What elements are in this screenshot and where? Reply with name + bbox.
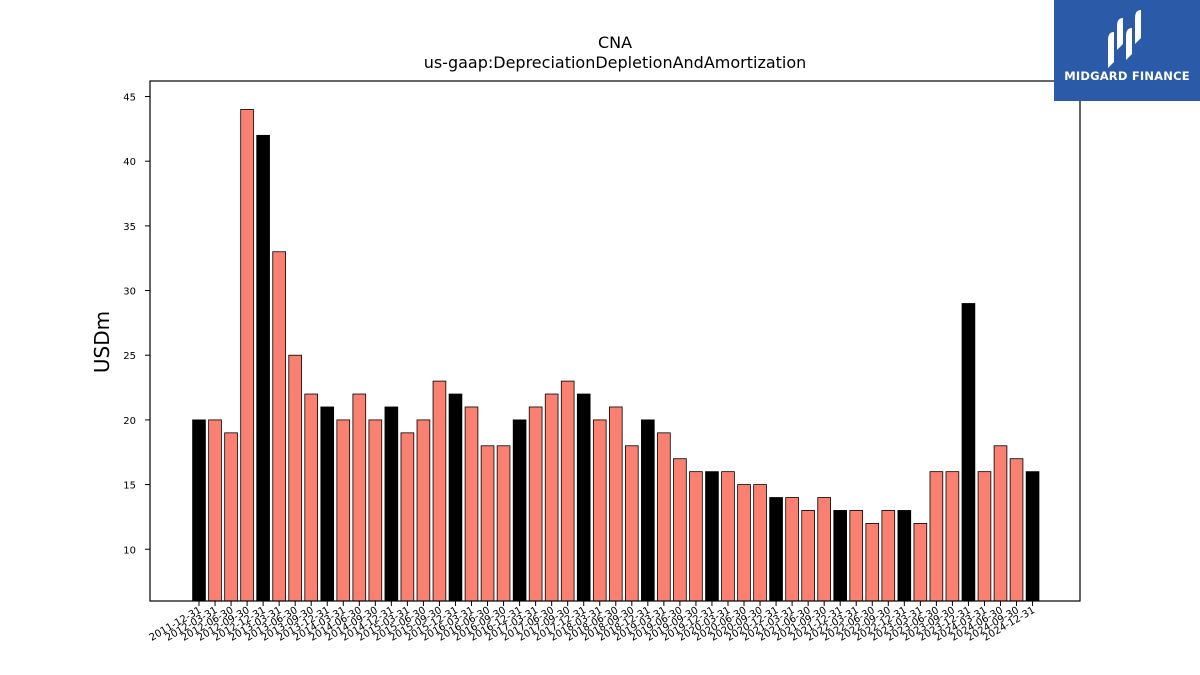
bar	[865, 522, 880, 602]
bar	[576, 393, 591, 602]
bar	[432, 380, 447, 602]
bar	[737, 484, 751, 602]
bar	[721, 471, 735, 602]
bar	[336, 419, 351, 602]
bar	[897, 510, 912, 602]
bar	[673, 458, 687, 602]
bar	[544, 393, 559, 602]
y-tick-label: 35	[123, 222, 136, 233]
bar	[945, 471, 960, 602]
bar	[753, 484, 767, 602]
bar	[657, 432, 671, 602]
brand-logo: MIDGARD FINANCE	[1054, 0, 1200, 101]
bar	[240, 109, 254, 602]
y-tick-label: 15	[123, 481, 136, 492]
bar	[256, 134, 270, 602]
bar	[785, 497, 799, 602]
bar	[368, 419, 383, 602]
bar	[560, 380, 575, 602]
midgard-logo-icon	[1108, 10, 1141, 68]
bar	[608, 406, 623, 602]
y-axis: 10 15 20 25 30 35 40 45	[123, 93, 150, 556]
y-tick-label: 30	[123, 287, 136, 298]
bar	[592, 419, 607, 602]
bar	[272, 251, 286, 602]
bar	[224, 432, 238, 602]
bar	[913, 522, 928, 602]
bars-group	[192, 109, 1040, 602]
y-tick-label: 20	[123, 416, 136, 427]
y-tick-label: 25	[123, 351, 136, 362]
bar	[400, 432, 415, 602]
logo-text: MIDGARD FINANCE	[1064, 69, 1190, 83]
bar	[464, 406, 479, 602]
bar	[320, 406, 335, 602]
bar	[496, 445, 511, 602]
bar	[769, 497, 783, 602]
y-axis-label: USDm	[90, 311, 114, 373]
bar	[705, 471, 719, 602]
bar	[1009, 458, 1024, 602]
bar	[993, 445, 1008, 602]
bar	[625, 445, 639, 602]
bar	[208, 419, 222, 602]
bar	[961, 303, 976, 602]
bar	[881, 510, 896, 602]
bar	[1025, 471, 1040, 602]
bar	[689, 471, 703, 602]
bar	[352, 393, 367, 602]
bar	[288, 354, 302, 602]
bar	[977, 471, 992, 602]
bar	[801, 510, 815, 602]
bar	[192, 419, 206, 602]
bar	[528, 406, 543, 602]
bar	[833, 510, 847, 602]
bar	[384, 406, 399, 602]
bar	[480, 445, 495, 602]
y-tick-label: 10	[123, 545, 136, 556]
chart-subtitle: us-gaap:DepreciationDepletionAndAmortiza…	[424, 53, 807, 72]
y-tick-label: 40	[123, 157, 136, 168]
bar	[849, 510, 864, 602]
x-axis: 2011-12-312012-03-312012-06-302012-09-30…	[148, 601, 1037, 644]
y-tick-label: 45	[123, 93, 136, 104]
bar	[929, 471, 944, 602]
plot-frame	[149, 80, 1081, 602]
bar	[512, 419, 527, 602]
bar	[304, 393, 319, 602]
bar	[448, 393, 463, 602]
bar	[416, 419, 431, 602]
bar	[641, 419, 655, 602]
bar	[817, 497, 831, 602]
chart-title: CNA	[598, 33, 632, 52]
